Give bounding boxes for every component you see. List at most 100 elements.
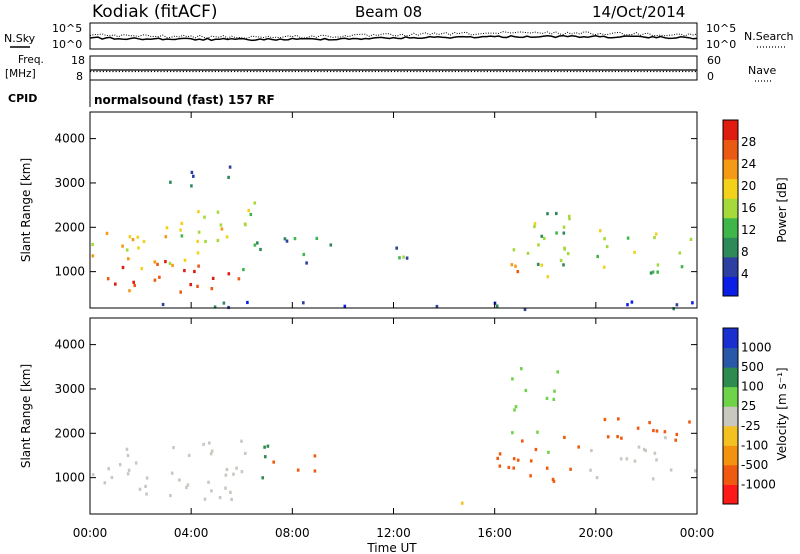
velocity-echo-cell [545, 466, 549, 470]
velocity-echo-cell [551, 477, 555, 481]
power-echo-cell [216, 238, 220, 243]
velocity-echo-cell [229, 490, 232, 494]
velocity-echo-cell [244, 451, 247, 455]
velocity-echo-cell [225, 467, 229, 472]
velocity-echo-cell [170, 471, 174, 475]
cpid-panel: CPID normalsound (fast) 157 RF [8, 80, 275, 107]
nsearch-tick-lo: 10^0 [706, 38, 736, 51]
velocity-echo-cell [620, 436, 623, 440]
velocity-echo-cell [224, 473, 228, 477]
velocity-ylabel: Slant Range [km] [19, 364, 33, 468]
power-echo-cell [192, 174, 195, 178]
colorbar-tick-label: -100 [741, 438, 768, 452]
date-title: 14/Oct/2014 [592, 3, 685, 21]
velocity-echo-cell [240, 470, 244, 474]
power-echo-cell [197, 230, 201, 234]
power-echo-cell [242, 268, 245, 272]
power-echo-cell [168, 261, 172, 265]
power-echo-cell [179, 290, 182, 294]
power-echo-cell [540, 263, 543, 267]
velocity-echo-cell [230, 497, 233, 502]
power-echo-cell [136, 235, 140, 239]
colorbar-segment [723, 464, 738, 485]
velocity-echo-cell [545, 396, 549, 400]
y-tick-label: 3000 [54, 382, 85, 396]
power-echo-cell [259, 247, 262, 252]
velocity-echo-cell [210, 489, 213, 493]
nsearch-series [89, 31, 698, 39]
power-echo-cell [689, 237, 693, 241]
velocity-echo-cell [264, 455, 267, 459]
power-echo-cell [133, 283, 136, 288]
power-echo-cells [91, 165, 694, 312]
colorbar-segment [723, 139, 738, 160]
power-colorbar-segments [723, 120, 738, 297]
colorbar-segment [723, 198, 738, 219]
power-echo-cell [171, 263, 174, 267]
power-echo-cell [183, 269, 186, 273]
x-tick-label: 16:00 [477, 526, 512, 540]
velocity-echo-cell [118, 463, 122, 467]
power-echo-cell [196, 251, 200, 255]
power-echo-cell [653, 236, 656, 240]
power-echo-cell [656, 270, 659, 274]
velocity-echo-cell [127, 468, 131, 472]
velocity-echo-cell [218, 496, 222, 500]
station-title: Kodiak (fitACF) [92, 2, 218, 22]
velocity-echo-cell [663, 430, 667, 434]
nsky-label: N.Sky [4, 32, 36, 45]
velocity-echo-cell [674, 438, 677, 442]
velocity-echo-cell [272, 460, 275, 464]
power-echo-cell [180, 221, 184, 225]
velocity-echo-cell [553, 389, 556, 393]
power-echo-cell [540, 234, 544, 238]
velocity-echo-cell [511, 377, 514, 381]
power-echo-cell [253, 243, 257, 247]
power-echo-cell [626, 303, 629, 307]
velocity-echo-cell [145, 476, 149, 480]
colorbar-tick-label: -1000 [741, 477, 776, 491]
power-echo-cell [158, 275, 161, 279]
power-echo-cell [164, 235, 168, 239]
power-echo-cell [246, 300, 249, 305]
power-echo-cell [510, 263, 514, 267]
time-axis-label: Time UT [366, 541, 417, 554]
velocity-echo-cell [172, 446, 175, 450]
freq-panel: Freq. [MHz] 18 8 60 0 Nave [5, 54, 776, 83]
velocity-echo-cell [569, 467, 572, 471]
colorbar-tick-label: 500 [741, 360, 764, 374]
power-echo-cell [228, 165, 232, 169]
velocity-echo-cell [536, 430, 539, 434]
velocity-echo-cell [185, 485, 188, 490]
power-echo-cell [153, 278, 157, 282]
velocity-echo-cell [603, 417, 607, 422]
colorbar-tick-label: 12 [741, 223, 756, 237]
freq-tick-lo: 8 [76, 70, 83, 83]
velocity-echo-cell [633, 459, 637, 463]
velocity-echo-cell [675, 432, 679, 437]
power-echo-cell [132, 280, 135, 284]
nsearch-label: N.Search [744, 30, 794, 43]
velocity-echo-cell [187, 453, 191, 457]
velocity-echo-cell [209, 452, 213, 456]
power-echo-cell [546, 275, 550, 279]
power-ylabel: Slant Range [km] [19, 158, 33, 262]
velocity-echo-cell [552, 479, 556, 483]
colorbar-segment [723, 445, 738, 466]
velocity-echo-cell [642, 447, 646, 451]
power-echo-cell [516, 270, 520, 274]
velocity-echo-cell [208, 441, 211, 445]
power-echo-cell [227, 272, 231, 276]
colorbar-segment [723, 367, 738, 388]
velocity-echo-cell [521, 439, 524, 443]
velocity-echo-cell [202, 442, 205, 446]
velocity-echo-cell [589, 468, 592, 472]
power-echo-cell [190, 170, 194, 174]
power-echo-cell [222, 301, 226, 305]
velocity-echo-cell [169, 494, 172, 498]
power-echo-cell [220, 227, 224, 231]
velocity-echo-cell [655, 429, 659, 433]
colorbar-segment [723, 217, 738, 238]
y-tick-label: 1000 [54, 471, 85, 485]
